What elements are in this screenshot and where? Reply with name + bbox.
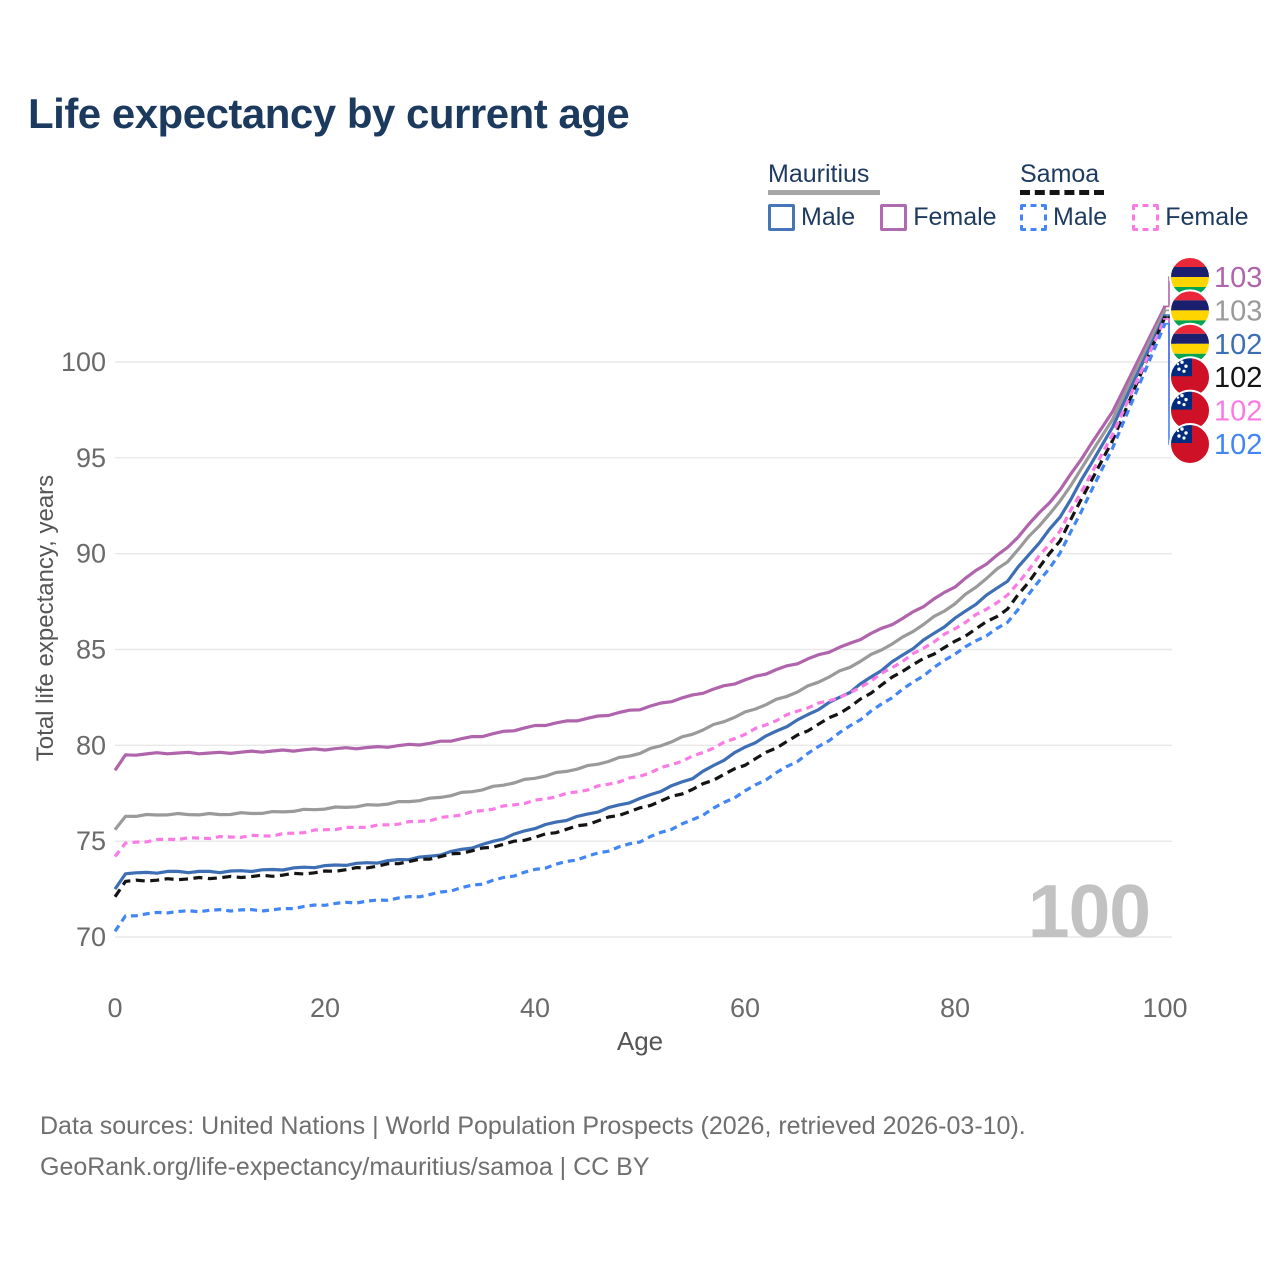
legend-country-samoa: Samoa — [1020, 160, 1100, 188]
checkbox-icon[interactable] — [1020, 204, 1047, 231]
footer: Data sources: United Nations | World Pop… — [40, 1106, 1026, 1188]
attribution-line: GeoRank.org/life-expectancy/mauritius/sa… — [40, 1153, 650, 1181]
series-line-samoa-male — [113, 323, 1167, 933]
legend-item-mauritius-female[interactable]: Female — [880, 203, 997, 231]
legend-item-samoa-female[interactable]: Female — [1132, 203, 1249, 231]
series-lines — [113, 305, 1167, 933]
data-sources-line: Data sources: United Nations | World Pop… — [40, 1112, 1026, 1140]
legend-item-samoa-male[interactable]: Male — [1020, 204, 1107, 231]
legend-item-mauritius-male[interactable]: Male — [768, 204, 855, 231]
y-tick-label: 90 — [76, 539, 106, 569]
flag-icon-samoa — [1170, 424, 1210, 464]
x-tick-label: 40 — [520, 993, 550, 1023]
y-tick-label: 85 — [76, 635, 106, 665]
legend-items-samoa: Male Female — [1020, 204, 1274, 231]
legend-underline-mauritius — [768, 190, 880, 195]
legend-item-label: Female — [1165, 203, 1249, 231]
y-tick-label: 80 — [76, 730, 106, 760]
x-tick-label: 20 — [310, 993, 340, 1023]
legend-underline-samoa — [1020, 190, 1104, 195]
legend-items-mauritius: Male Female — [768, 204, 1022, 231]
legend-item-label: Male — [801, 203, 856, 231]
legend-item-label: Male — [1053, 203, 1108, 231]
end-value-label: 103 — [1214, 262, 1262, 294]
legend-country-mauritius: Mauritius — [768, 160, 870, 188]
x-tick-label: 60 — [730, 993, 760, 1023]
series-line-mauritius-male — [113, 314, 1167, 891]
legend-item-label: Female — [913, 203, 997, 231]
end-value-label: 102 — [1214, 429, 1262, 461]
x-tick-label: 80 — [940, 993, 970, 1023]
checkbox-icon[interactable] — [1132, 204, 1160, 231]
end-value-label: 102 — [1214, 362, 1262, 394]
y-tick-label: 95 — [76, 443, 106, 473]
gridlines: 70 75 80 85 90 95 100 0 20 40 60 80 100 — [61, 347, 1188, 1023]
end-value-label: 102 — [1214, 396, 1262, 428]
end-value-label: 103 — [1214, 295, 1262, 327]
current-age-watermark: 100 — [1027, 869, 1151, 953]
series-line-samoa-both — [113, 316, 1167, 898]
end-value-label: 102 — [1214, 329, 1262, 361]
chart-title: Life expectancy by current age — [28, 90, 630, 137]
y-tick-label: 70 — [76, 922, 106, 952]
x-axis-title: Age — [616, 1026, 664, 1056]
checkbox-icon[interactable] — [880, 204, 908, 231]
series-line-mauritius-female — [113, 305, 1167, 772]
series-line-mauritius-both — [113, 309, 1167, 831]
y-tick-label: 75 — [76, 826, 106, 856]
y-tick-label: 100 — [61, 347, 106, 377]
series-line-samoa-female — [113, 318, 1167, 858]
x-tick-label: 0 — [107, 993, 122, 1023]
checkbox-icon[interactable] — [768, 204, 795, 231]
x-tick-label: 100 — [1142, 993, 1187, 1023]
